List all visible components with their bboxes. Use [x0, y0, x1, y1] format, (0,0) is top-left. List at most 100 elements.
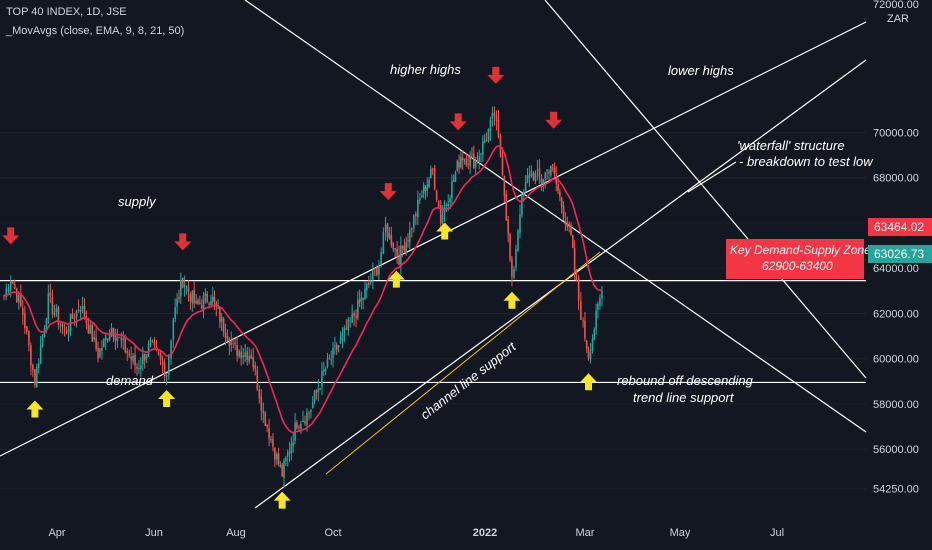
candle-body — [67, 329, 70, 334]
candle-body — [463, 158, 466, 160]
candle-body — [538, 168, 541, 177]
candle-body — [326, 359, 329, 368]
candle-body — [43, 328, 46, 337]
candle-body — [528, 174, 531, 178]
candle-body — [161, 361, 164, 365]
candle-body — [430, 168, 432, 179]
candle-body — [126, 350, 129, 354]
candle-body — [360, 297, 363, 301]
candle-body — [165, 375, 168, 377]
candle-body — [197, 299, 199, 304]
candle-body — [505, 194, 508, 221]
candle-body — [548, 170, 550, 174]
candle-body — [226, 336, 229, 341]
candle-body — [315, 390, 318, 393]
candle-body — [584, 320, 586, 339]
candle-body — [116, 337, 119, 342]
candle-body — [290, 443, 293, 454]
candle-body — [3, 295, 5, 297]
candle-body — [593, 329, 596, 340]
candle-body — [407, 240, 409, 242]
candle-body — [582, 320, 584, 322]
candle-body — [480, 153, 482, 155]
price-axis-top-label: 72000.00 — [873, 0, 919, 11]
candle-body — [193, 289, 196, 304]
lower-highs-label: lower highs — [668, 63, 734, 78]
candle-body — [17, 295, 20, 303]
up-arrow-marker — [580, 373, 598, 391]
channel-upper-line — [0, 21, 867, 457]
candle-body — [372, 270, 374, 280]
demand-supply-zone-box: Key Demand-Supply Zone 62900-63400 — [726, 239, 871, 279]
candle-body — [544, 172, 547, 179]
up-arrow-marker — [26, 400, 44, 418]
candle-body — [122, 338, 125, 340]
candle-body — [244, 352, 246, 358]
candle-body — [428, 179, 430, 187]
candle-body — [230, 341, 233, 345]
candle-body — [234, 342, 236, 345]
trendlines — [0, 0, 867, 509]
candle-body — [55, 308, 58, 313]
candle-body — [311, 402, 314, 409]
candle-body — [51, 297, 54, 314]
candle-body — [7, 289, 10, 291]
candle-body — [91, 325, 94, 342]
candle-body — [411, 228, 413, 230]
candle-body — [349, 320, 352, 322]
candle-body — [275, 454, 278, 460]
candle-body — [415, 214, 417, 216]
candle-body — [452, 179, 455, 182]
candle-body — [392, 243, 395, 250]
candle-body — [141, 354, 144, 364]
candle-body — [176, 298, 178, 307]
candle-body — [319, 388, 321, 390]
candle-body — [106, 338, 109, 341]
candle-body — [553, 167, 556, 174]
candle-body — [228, 339, 231, 346]
currency-label: ZAR — [887, 13, 909, 25]
down-arrow-marker — [2, 227, 20, 245]
candle-body — [11, 281, 14, 285]
candle-body — [99, 348, 101, 357]
candle-body — [345, 328, 348, 330]
candle-body — [254, 365, 257, 370]
candle-body — [180, 279, 182, 297]
candle-body — [435, 190, 438, 201]
candle-body — [59, 324, 62, 326]
candle-body — [191, 291, 194, 304]
candle-body — [274, 447, 276, 460]
candle-body — [451, 181, 453, 199]
candle-body — [403, 246, 406, 252]
candle-body — [597, 303, 599, 310]
grid — [0, 132, 866, 490]
candle-body — [572, 235, 574, 248]
candle-body — [313, 391, 316, 402]
time-axis: Apr Jun Aug Oct 2022 Mar May Jul — [48, 527, 784, 539]
candle-body — [112, 327, 115, 337]
down-arrow-marker — [487, 66, 505, 84]
candle-body — [334, 345, 336, 347]
time-tick: Aug — [226, 527, 246, 539]
candle-body — [324, 368, 327, 371]
waterfall-label-2: - breakdown to test low — [739, 154, 874, 169]
channel-highlight-line — [325, 251, 601, 475]
price-tick: 68000.00 — [873, 173, 919, 185]
candle-body — [279, 464, 282, 466]
candle-body — [501, 155, 504, 176]
candle-body — [376, 267, 378, 275]
zone-range: 62900-63400 — [762, 259, 833, 273]
candle-body — [532, 173, 535, 180]
up-arrow-marker — [273, 491, 291, 509]
candle-body — [557, 184, 559, 191]
candle-body — [401, 245, 404, 249]
last-price-badge: 63026.73 — [874, 247, 924, 261]
candle-body — [519, 214, 521, 234]
candle-body — [114, 335, 117, 341]
candle-body — [132, 356, 134, 362]
candle-body — [471, 153, 473, 155]
candle-body — [124, 336, 127, 352]
candle-body — [140, 365, 142, 370]
candle-body — [601, 290, 603, 298]
candle-body — [570, 225, 572, 235]
